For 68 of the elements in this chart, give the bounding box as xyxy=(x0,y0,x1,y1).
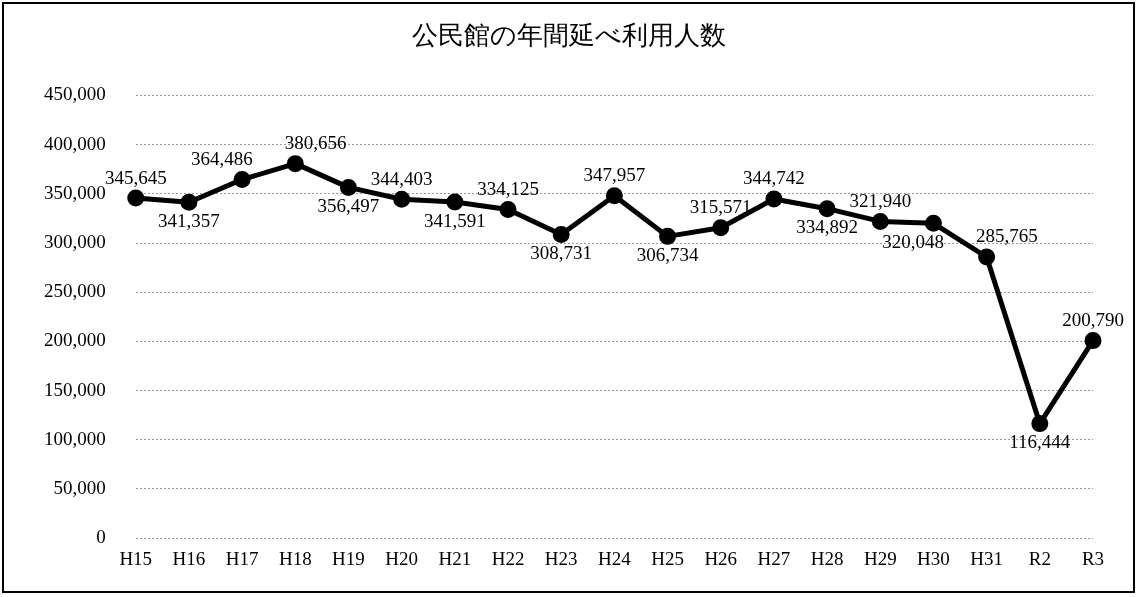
data-label: 116,444 xyxy=(1009,431,1071,453)
data-label: 306,734 xyxy=(636,243,699,265)
data-label: 347,957 xyxy=(583,164,646,186)
x-tick-label: H26 xyxy=(704,547,738,569)
point xyxy=(446,193,464,211)
data-label: 341,591 xyxy=(423,209,486,231)
point xyxy=(1084,332,1102,350)
point xyxy=(765,190,783,208)
point xyxy=(605,187,623,205)
data-label: 341,357 xyxy=(158,209,220,231)
point xyxy=(978,248,996,266)
data-label: 321,940 xyxy=(849,189,912,211)
x-tick-label: H16 xyxy=(172,547,206,569)
x-tick-label: H21 xyxy=(438,547,472,569)
x-tick-label: H15 xyxy=(119,547,153,569)
y-tick-label: 400,000 xyxy=(44,132,106,154)
x-tick-label: H30 xyxy=(917,547,950,569)
data-label: 200,790 xyxy=(1062,309,1124,331)
point xyxy=(552,225,570,243)
data-label: 334,892 xyxy=(796,216,858,238)
y-tick-label: 200,000 xyxy=(44,329,106,351)
x-tick-label: H18 xyxy=(278,547,312,569)
point xyxy=(1031,415,1049,433)
chart-title: 公民館の年間延べ利用人数 xyxy=(410,19,727,52)
y-tick-label: 0 xyxy=(96,526,106,548)
data-label: 344,742 xyxy=(743,167,805,189)
data-label: 380,656 xyxy=(284,132,347,154)
point xyxy=(233,171,251,189)
x-tick-label: H20 xyxy=(385,547,419,569)
point xyxy=(286,155,304,173)
y-tick-label: 350,000 xyxy=(44,181,106,203)
x-tick-label: H31 xyxy=(970,547,1004,569)
data-label: 320,048 xyxy=(882,230,945,252)
x-tick-label: H23 xyxy=(544,547,578,569)
point xyxy=(659,227,677,245)
point xyxy=(712,219,730,237)
x-tick-label: H17 xyxy=(225,547,259,569)
x-tick-label: R3 xyxy=(1081,547,1105,569)
x-tick-label: H25 xyxy=(651,547,684,569)
data-label: 344,403 xyxy=(370,167,433,189)
point xyxy=(339,178,357,196)
x-tick-label: H19 xyxy=(332,547,365,569)
x-tick-label: H29 xyxy=(863,547,897,569)
y-tick-label: 450,000 xyxy=(44,83,106,105)
point xyxy=(499,200,517,218)
point xyxy=(180,193,198,211)
data-label: 356,497 xyxy=(317,194,380,216)
point xyxy=(127,189,145,207)
data-label: 364,486 xyxy=(190,148,253,170)
y-tick-label: 300,000 xyxy=(44,230,106,252)
x-tick-label: R2 xyxy=(1028,547,1051,569)
point xyxy=(393,190,411,208)
data-label: 345,645 xyxy=(104,166,167,188)
x-tick-label: H22 xyxy=(491,547,525,569)
point xyxy=(818,200,836,218)
y-tick-label: 250,000 xyxy=(44,280,106,302)
y-tick-label: 100,000 xyxy=(44,427,106,449)
x-tick-label: H28 xyxy=(810,547,844,569)
point xyxy=(871,212,889,230)
x-tick-label: H27 xyxy=(757,547,791,569)
data-label: 334,125 xyxy=(477,177,539,199)
y-tick-label: 50,000 xyxy=(53,476,106,498)
x-tick-label: H24 xyxy=(598,547,632,569)
data-label: 308,731 xyxy=(530,241,593,263)
data-label: 315,571 xyxy=(689,196,752,218)
point xyxy=(924,214,942,232)
data-label: 285,765 xyxy=(976,225,1038,247)
y-tick-label: 150,000 xyxy=(44,378,106,400)
